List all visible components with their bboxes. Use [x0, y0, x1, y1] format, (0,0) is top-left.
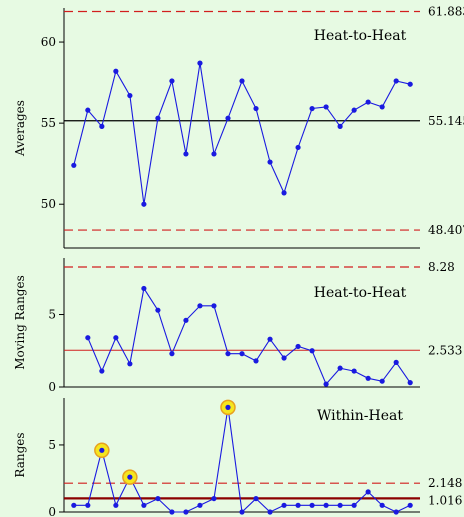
data-point [71, 502, 77, 508]
data-point [197, 502, 203, 508]
data-point [127, 92, 133, 99]
center-label: 1.016 [428, 493, 462, 507]
data-point [183, 151, 189, 157]
data-point [141, 502, 147, 508]
data-point [127, 361, 133, 367]
panel-title: Within-Heat [317, 408, 403, 424]
data-point [379, 502, 385, 508]
data-point [253, 495, 259, 502]
y-tick-label: 0 [48, 505, 56, 517]
data-point [225, 404, 231, 410]
center-label: 55.145 [428, 114, 464, 128]
ucl-label: 8.28 [428, 260, 455, 274]
data-point [183, 317, 189, 323]
data-point [379, 378, 385, 384]
data-point [323, 381, 329, 387]
data-point [99, 447, 105, 453]
data-point [197, 60, 203, 66]
data-point [99, 123, 105, 129]
series-line [87, 286, 411, 386]
data-point [281, 190, 287, 196]
lcl-label: 48.407 [428, 223, 464, 237]
data-point [351, 107, 357, 113]
data-point [155, 495, 161, 502]
data-point [281, 355, 287, 361]
data-point [323, 502, 329, 508]
y-tick-label: 5 [48, 438, 56, 452]
y-tick-label: 50 [41, 197, 56, 211]
data-point [85, 107, 91, 113]
data-point [113, 502, 119, 508]
data-point [155, 307, 161, 313]
data-point [127, 474, 133, 480]
data-point [267, 336, 273, 342]
data-point [267, 159, 273, 165]
y-axis-label: Ranges [13, 432, 27, 477]
data-point [323, 104, 329, 110]
data-point [85, 335, 91, 341]
data-point [225, 115, 231, 121]
data-point [351, 368, 357, 374]
y-axis-label: Averages [13, 100, 27, 157]
data-point [393, 78, 399, 84]
data-point [407, 81, 413, 87]
data-point [337, 502, 343, 508]
data-point [225, 351, 231, 357]
data-point [71, 162, 77, 168]
data-point [295, 144, 301, 151]
data-point [253, 358, 259, 364]
y-axis-label: Moving Ranges [13, 275, 27, 370]
data-point [169, 351, 175, 357]
data-point [141, 201, 147, 207]
data-point [295, 343, 301, 350]
data-point [113, 335, 119, 341]
data-point [211, 303, 217, 309]
data-point [267, 509, 273, 515]
data-point [85, 502, 91, 508]
data-point [211, 151, 217, 157]
data-point [309, 105, 315, 112]
data-point [351, 502, 357, 508]
data-point [197, 303, 203, 309]
y-tick-label: 5 [48, 308, 56, 322]
data-point [309, 502, 315, 508]
data-point [211, 495, 217, 502]
center-label: 2.533 [428, 343, 462, 357]
data-point [169, 78, 175, 84]
data-point [253, 105, 259, 112]
y-tick-label: 0 [48, 380, 56, 394]
y-tick-label: 60 [41, 35, 56, 49]
data-point [337, 365, 343, 371]
data-point [407, 380, 413, 386]
series-line [73, 63, 411, 205]
data-point [169, 509, 175, 515]
data-point [337, 123, 343, 129]
data-point [379, 104, 385, 110]
data-point [99, 368, 105, 374]
data-point [295, 502, 301, 508]
data-point [239, 351, 245, 357]
data-point [141, 285, 147, 292]
data-point [365, 99, 371, 105]
data-point [239, 509, 245, 515]
data-point [155, 115, 161, 121]
data-point [365, 375, 371, 381]
data-point [365, 489, 371, 495]
data-point [239, 78, 245, 84]
data-point [393, 509, 399, 515]
data-point [309, 348, 315, 354]
data-point [281, 502, 287, 508]
ucl-label: 61.883 [428, 5, 464, 19]
data-point [113, 68, 119, 74]
ucl-label: 2.148 [428, 476, 462, 490]
data-point [393, 359, 399, 365]
data-point [407, 502, 413, 508]
panel-title: Heat-to-Heat [314, 28, 407, 44]
y-tick-label: 55 [41, 116, 56, 130]
panel-title: Heat-to-Heat [314, 285, 407, 301]
data-point [183, 509, 189, 515]
